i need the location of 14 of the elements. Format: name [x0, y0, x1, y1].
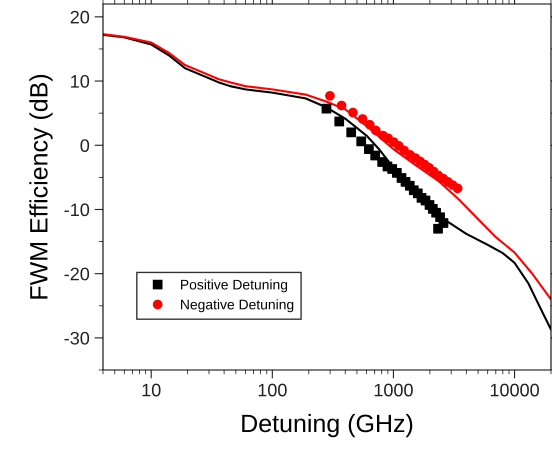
x-tick-label: 100 [258, 384, 287, 396]
y-tick-label: -10 [64, 203, 90, 216]
legend-label: Negative Detuning [181, 299, 294, 312]
y-tick-label: -20 [64, 268, 90, 280]
x-tick-label: 10 [142, 384, 161, 396]
y-axis-title: FWM Efficiency (dB) [29, 74, 53, 299]
y-tick-label: 10 [71, 74, 90, 88]
legend-label: Positive Detuning [181, 279, 288, 292]
x-tick-label: 10000 [490, 384, 539, 396]
y-tick-label: 0 [80, 139, 90, 152]
y-tick-label: 20 [70, 10, 90, 24]
x-tick-label: 1000 [374, 384, 413, 396]
y-tick-label: -30 [64, 332, 90, 345]
x-axis-title: Detuning (GHz) [242, 414, 412, 438]
